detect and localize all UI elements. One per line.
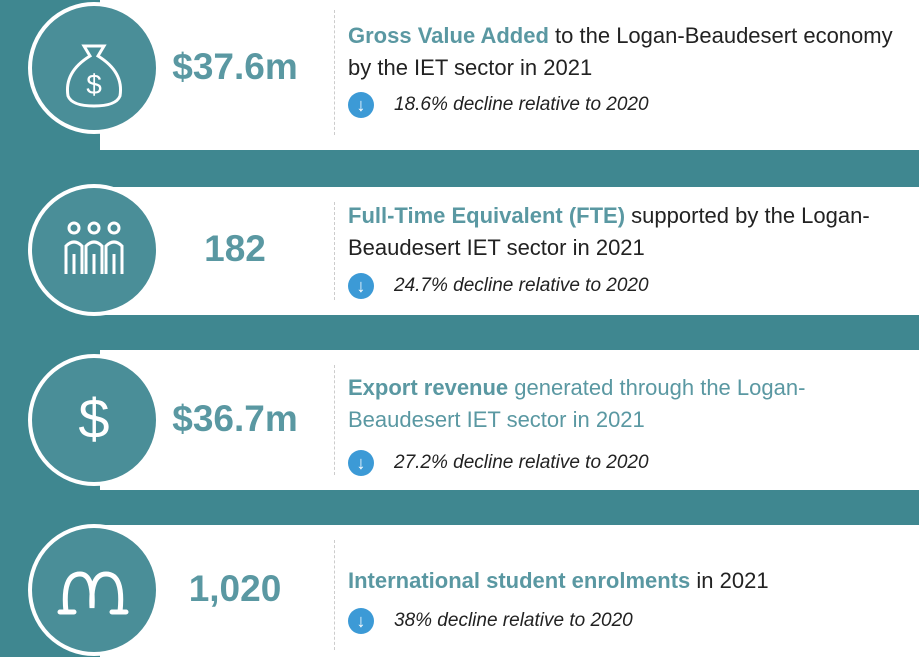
description-text: in 2021 <box>690 568 769 593</box>
icon-circle <box>28 524 160 656</box>
description-text: supported by the Logan-Beaudesert IET se… <box>348 203 870 260</box>
stat-value: $37.6m <box>172 46 298 87</box>
description-text: generated through the Logan-Beaudesert I… <box>348 375 806 432</box>
highlight: Gross Value Added <box>348 23 549 48</box>
stat-value: 1,020 <box>188 568 282 609</box>
stat-card <box>100 0 919 150</box>
icon-circle <box>28 184 160 316</box>
icon-circle: $ <box>28 354 160 486</box>
description: Export revenue generated through the Log… <box>348 372 908 436</box>
description-text: to the Logan-Beaudesert economy by the I… <box>348 23 893 80</box>
divider <box>334 202 335 300</box>
icon <box>57 571 129 615</box>
stat-card <box>100 187 919 315</box>
change: ↓ 18.6% decline relative to 2020 <box>348 92 649 118</box>
description: Full-Time Equivalent (FTE) supported by … <box>348 200 908 264</box>
change-text: 24.7% decline relative to 2020 <box>394 275 649 296</box>
change-text: 27.2% decline relative to 2020 <box>394 452 649 473</box>
svg-text:$: $ <box>78 387 109 450</box>
down-arrow: ↓ <box>348 92 374 118</box>
change: ↓ 24.7% decline relative to 2020 <box>348 273 649 299</box>
change-text: 18.6% decline relative to 2020 <box>394 94 649 115</box>
description: Gross Value Added to the Logan-Beaudeser… <box>348 20 908 84</box>
stat-card <box>100 525 919 657</box>
down-arrow: ↓ <box>348 273 374 299</box>
icon <box>64 221 124 274</box>
divider <box>334 365 335 475</box>
svg-text:$: $ <box>86 69 102 100</box>
icon-circle: $ <box>28 2 160 134</box>
change: ↓ 27.2% decline relative to 2020 <box>348 450 649 476</box>
divider <box>334 10 335 135</box>
stat-card <box>100 350 919 490</box>
highlight: Export revenue <box>348 375 509 400</box>
change-text: 38% decline relative to 2020 <box>394 610 633 631</box>
down-arrow: ↓ <box>348 608 374 634</box>
highlight: International student enrolments <box>348 568 691 593</box>
divider <box>334 540 335 650</box>
stat-value: $36.7m <box>172 398 298 439</box>
description: International student enrolments in 2021 <box>348 565 908 597</box>
icon: $ <box>78 387 109 450</box>
down-arrow: ↓ <box>348 450 374 476</box>
highlight: Full-Time Equivalent (FTE) <box>348 203 626 228</box>
stat-value: 182 <box>204 228 266 269</box>
change: ↓ 38% decline relative to 2020 <box>348 608 633 634</box>
icon: $ <box>65 44 123 108</box>
